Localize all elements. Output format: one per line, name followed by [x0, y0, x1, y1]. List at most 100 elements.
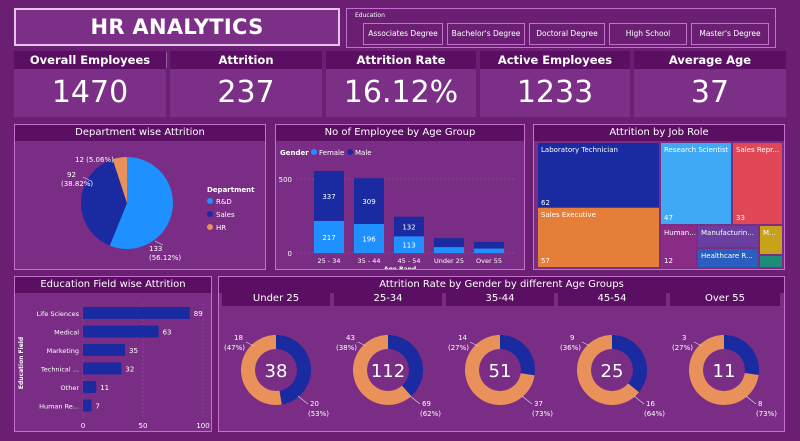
- age-group-bar-chart: Gender Female Male 0 500 217 337 25 - 34 196 309 3…: [279, 149, 516, 269]
- bar-data-label: 217: [322, 234, 335, 242]
- hbar-data-label: 89: [194, 310, 203, 318]
- donut-female-label: 8: [758, 400, 762, 408]
- pie-slice-rd: [109, 157, 173, 249]
- donut-leader-line: [693, 341, 703, 347]
- treemap-healthcare-representative[interactable]: Healthcare R...: [697, 248, 759, 268]
- hbar-category-label: Marketing: [47, 347, 79, 355]
- donut-leader-line: [521, 395, 533, 405]
- pie-slice-hr: [112, 157, 127, 203]
- bar-data-label: 309: [362, 198, 375, 206]
- education-field-panel: Education Field wise Attrition 0 50 100 Lif…: [14, 276, 212, 432]
- department-attrition-panel: Department wise Attrition 133 (56.12%) 92(…: [14, 124, 266, 270]
- treemap-label: M...: [763, 229, 776, 237]
- hbar-x-tick: 100: [196, 422, 209, 430]
- donut-male-label: 18: [234, 334, 243, 342]
- hbar-y-axis-title: Education Field: [18, 337, 25, 389]
- donut-female-percent: (73%): [756, 410, 777, 418]
- kpi-average-age: Average Age 37: [634, 51, 786, 117]
- education-option-bachelors[interactable]: Bachelor's Degree: [447, 23, 525, 45]
- treemap-research-scientist[interactable]: Research Scientist 47: [660, 142, 732, 225]
- bar-data-label: 113: [402, 242, 415, 250]
- hbar-category-label: Life Sciences: [37, 310, 80, 318]
- donut-leader-line: [357, 341, 367, 347]
- bar-legend-label: Female: [319, 149, 344, 157]
- treemap-human-resources[interactable]: Human... 12: [660, 225, 697, 268]
- bar-segment-male: [314, 171, 344, 221]
- kpi-value: 1233: [516, 75, 594, 110]
- education-option-doctoral[interactable]: Doctoral Degree: [529, 23, 605, 45]
- pie-label-value: 92: [67, 171, 76, 179]
- treemap-research-director[interactable]: [759, 255, 783, 268]
- hbar-category-label: Human Re...: [39, 403, 79, 411]
- treemap-value: 33: [736, 214, 745, 222]
- kpi-label: Attrition: [170, 51, 322, 69]
- bar-data-label: 196: [362, 235, 376, 243]
- donut-hole: [479, 349, 521, 391]
- donut-female-label: 20: [310, 400, 319, 408]
- bar-legend-marker: [311, 149, 317, 155]
- pie-leader-line: [154, 240, 164, 246]
- hbar-data-label: 35: [129, 347, 138, 355]
- donut-hole: [255, 349, 297, 391]
- hbar-data-label: 7: [95, 403, 99, 411]
- kpi-value: 16.12%: [343, 75, 459, 110]
- age-group-panel: No of Employee by Age Group Gender Female…: [275, 124, 525, 270]
- bar-y-tick: 0: [288, 250, 292, 258]
- education-option-high-school[interactable]: High School: [609, 23, 687, 45]
- treemap-manager[interactable]: M...: [759, 225, 783, 255]
- donut-hole: [367, 349, 409, 391]
- kpi-attrition: Attrition 237: [170, 51, 322, 117]
- education-option-masters[interactable]: Master's Degree: [691, 23, 769, 45]
- donut-leader-line: [297, 395, 309, 405]
- donut-leader-line: [581, 341, 591, 347]
- donut-female-percent: (64%): [644, 410, 665, 418]
- donut-male-percent: (27%): [672, 344, 693, 352]
- treemap-value: 47: [664, 214, 673, 222]
- education-slicer-label: Education: [355, 12, 385, 19]
- education-option-associates[interactable]: Associates Degree: [363, 23, 443, 45]
- bar-segment-female: [314, 220, 344, 253]
- panel-title: Department wise Attrition: [15, 125, 265, 141]
- donut-female-percent: (53%): [308, 410, 329, 418]
- donut-leader-line: [469, 341, 479, 347]
- donut-male-label: 14: [458, 334, 467, 342]
- bar-segment-male: [434, 238, 464, 248]
- dashboard-title-box: HR ANALYTICS DASHBOARD: [14, 8, 340, 73]
- bar-segment-female: [434, 247, 464, 253]
- kpi-label: Average Age: [634, 51, 786, 69]
- treemap-sales-executive[interactable]: Sales Executive 57: [537, 207, 660, 268]
- donut-female-label: 69: [422, 400, 431, 408]
- donut-center-total: 51: [489, 361, 512, 382]
- donut-age-header: 45-54: [558, 292, 666, 306]
- donut-age-header: Under 25: [222, 292, 330, 306]
- treemap-label: Human...: [664, 229, 696, 237]
- kpi-value: 1470: [51, 75, 129, 110]
- hbar-bar: [83, 399, 92, 412]
- donut-center-total: 25: [601, 361, 624, 382]
- job-role-panel: Attrition by Job Role Laboratory Technic…: [533, 124, 785, 270]
- hbar-bar: [83, 344, 125, 356]
- treemap-manufacturing-director[interactable]: Manufacturin...: [697, 225, 759, 248]
- treemap-label: Sales Repr...: [736, 146, 780, 154]
- donut-center-total: 11: [713, 361, 736, 382]
- pie-legend-marker: [207, 198, 213, 204]
- bar-data-label: 337: [322, 193, 335, 201]
- pie-label-percent: (38.82%): [61, 180, 93, 188]
- hbar-bar: [83, 362, 122, 375]
- donut-male-label: 9: [570, 334, 574, 342]
- hbar-data-label: 32: [125, 366, 134, 374]
- hbar-x-tick: 50: [139, 422, 148, 430]
- hbar-bar: [83, 381, 97, 393]
- treemap-sales-representative[interactable]: Sales Repr... 33: [732, 142, 783, 225]
- hbar-data-label: 11: [100, 384, 109, 392]
- treemap-laboratory-technician[interactable]: Laboratory Technician 62: [537, 142, 660, 210]
- donut-hole: [703, 349, 745, 391]
- bar-segment-female: [354, 223, 384, 253]
- pie-legend-label: Sales: [216, 211, 235, 219]
- bar-x-tick: 35 - 44: [357, 257, 380, 265]
- donut-hole: [591, 349, 633, 391]
- donut-male-percent: (36%): [560, 344, 581, 352]
- kpi-overall-employees: Overall Employees 1470: [14, 51, 166, 117]
- bar-segment-female: [474, 248, 504, 253]
- bar-x-tick: Under 25: [434, 257, 464, 265]
